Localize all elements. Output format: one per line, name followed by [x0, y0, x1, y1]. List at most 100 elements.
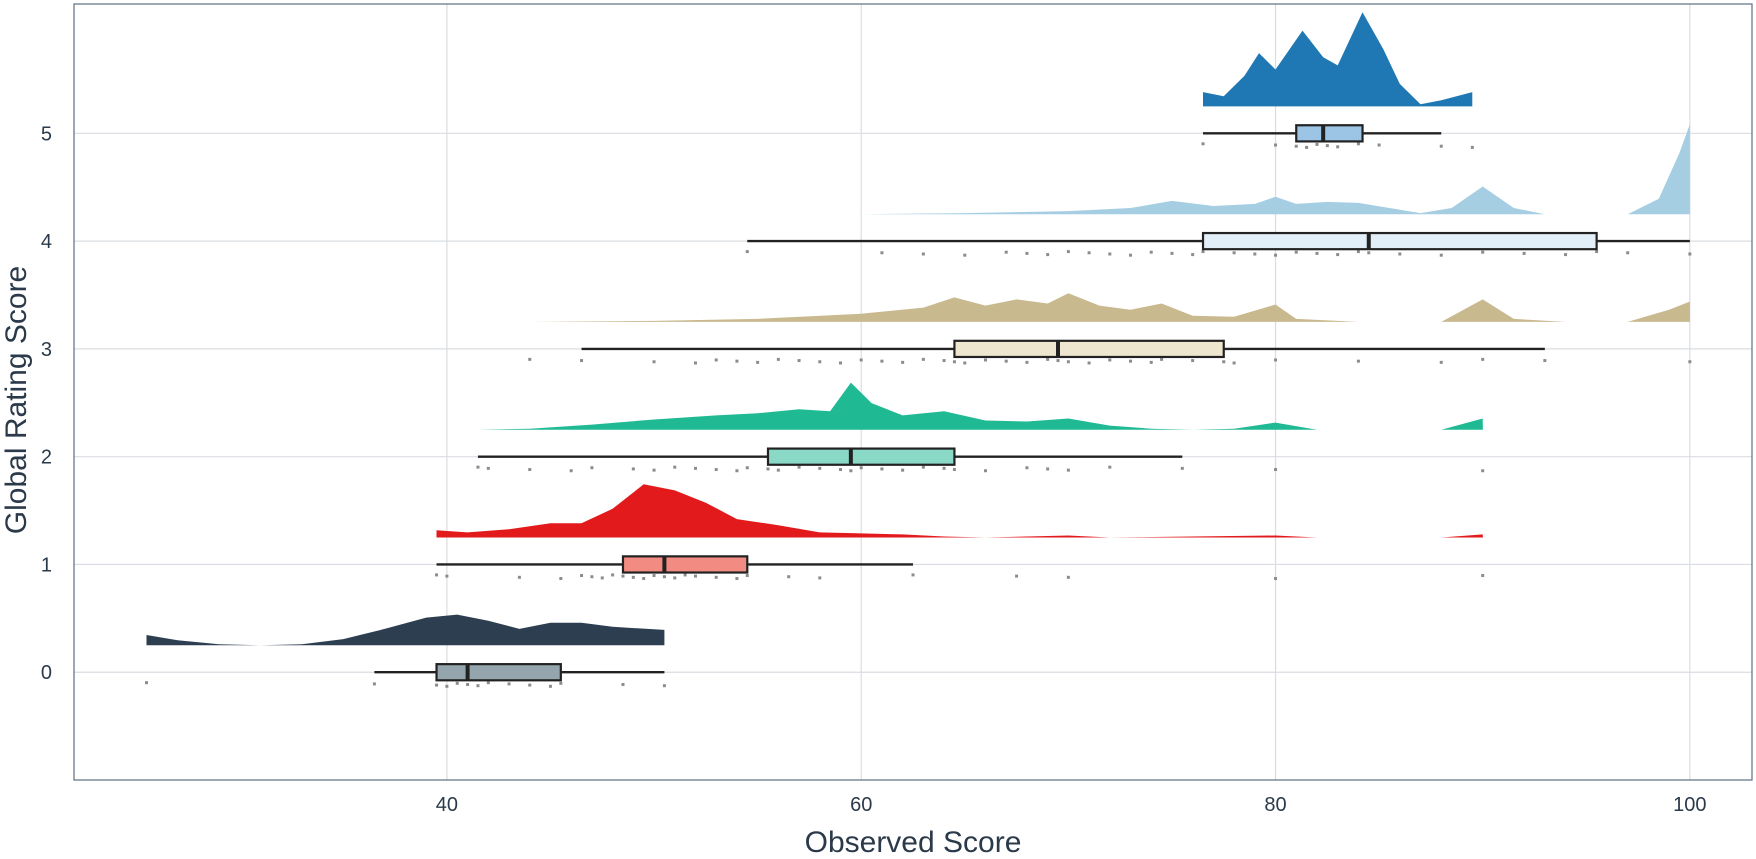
rain-point — [507, 682, 511, 686]
rain-point — [776, 357, 780, 361]
rain-point — [476, 684, 480, 688]
rain-point — [1305, 145, 1309, 149]
rain-point — [1325, 144, 1329, 148]
rain-point — [1356, 359, 1360, 363]
rain-point — [1336, 145, 1340, 149]
rain-point — [1294, 144, 1298, 148]
rain-point — [1543, 359, 1547, 363]
rain-point — [372, 682, 376, 686]
rain-point — [838, 361, 842, 365]
rain-point — [776, 468, 780, 472]
rain-point — [1377, 143, 1381, 147]
rain-point — [735, 359, 739, 363]
rain-point — [1439, 360, 1443, 364]
rain-point — [1191, 253, 1195, 257]
rain-point — [735, 577, 739, 581]
y-tick-label: 4 — [41, 231, 52, 253]
rain-point — [1129, 253, 1133, 257]
rain-point — [745, 250, 749, 254]
y-axis-title: Global Rating Score — [0, 266, 33, 534]
rain-point — [621, 683, 625, 686]
rain-point — [1336, 253, 1340, 257]
rain-point — [1087, 251, 1091, 255]
rain-point — [445, 684, 449, 688]
rain-point — [1046, 357, 1050, 361]
density-cloud — [436, 484, 1483, 538]
rain-point — [569, 469, 573, 473]
rain-point — [984, 469, 988, 473]
rain-point — [1595, 250, 1599, 254]
rain-point — [1274, 253, 1278, 257]
rain-point — [921, 252, 925, 256]
rain-point — [662, 684, 666, 688]
group-1 — [435, 484, 1485, 581]
rain-point — [476, 465, 480, 469]
rain-point — [1294, 250, 1298, 254]
rain-point — [880, 359, 884, 363]
rain-point — [1025, 360, 1029, 364]
rain-point — [600, 576, 604, 580]
rain-point — [880, 251, 884, 255]
rain-point — [673, 465, 677, 469]
rain-point — [548, 684, 552, 688]
rain-point — [466, 683, 470, 686]
rain-point — [621, 574, 625, 578]
box — [953, 339, 1225, 359]
rain-point — [1066, 575, 1070, 579]
group-4 — [745, 124, 1692, 257]
rain-point — [963, 361, 967, 365]
rain-point — [1564, 253, 1568, 257]
rain-point — [942, 359, 946, 363]
rain-point — [901, 468, 905, 472]
rain-point — [580, 359, 584, 363]
rain-point — [1004, 359, 1008, 363]
rain-point — [984, 358, 988, 362]
box — [435, 663, 562, 682]
rain-point — [1481, 574, 1485, 578]
rain-point — [787, 575, 791, 579]
rain-point — [1201, 142, 1205, 146]
group-0 — [145, 614, 666, 688]
rain-point — [1398, 252, 1402, 256]
x-axis-title: Observed Score — [805, 826, 1022, 859]
box — [766, 447, 956, 466]
rain-point — [1274, 143, 1278, 147]
rain-point — [580, 574, 584, 578]
rain-point — [435, 573, 439, 577]
rain-point — [1087, 361, 1091, 365]
rain-point — [1356, 142, 1360, 146]
rain-point — [1274, 577, 1278, 581]
rain-point — [745, 466, 749, 470]
rain-point — [145, 681, 149, 685]
rain-point — [1688, 360, 1692, 364]
y-tick-label: 1 — [41, 554, 52, 576]
rain-point — [1481, 357, 1485, 361]
rain-point — [652, 360, 656, 364]
rain-point — [745, 574, 749, 578]
plot-border — [73, 3, 1753, 781]
rain-point — [1004, 250, 1008, 254]
rain-point — [486, 681, 490, 685]
rain-point — [455, 681, 459, 685]
rain-point — [756, 360, 760, 364]
rain-point — [486, 466, 490, 470]
rain-point — [766, 467, 770, 471]
rain-point — [435, 683, 439, 687]
box — [1201, 231, 1598, 251]
rain-point — [880, 467, 884, 471]
rain-point — [921, 357, 925, 361]
rain-point — [1232, 251, 1236, 255]
rain-point — [1149, 250, 1153, 254]
rain-point — [1481, 469, 1485, 473]
rain-point — [528, 357, 532, 361]
rain-point — [652, 574, 656, 578]
rain-point — [838, 468, 842, 472]
rain-point — [673, 576, 677, 580]
rain-point — [611, 573, 615, 577]
rain-point — [1201, 250, 1205, 254]
rain-point — [1170, 251, 1174, 255]
rain-point — [818, 466, 822, 470]
rain-point — [1481, 250, 1485, 254]
rain-point — [952, 360, 956, 364]
